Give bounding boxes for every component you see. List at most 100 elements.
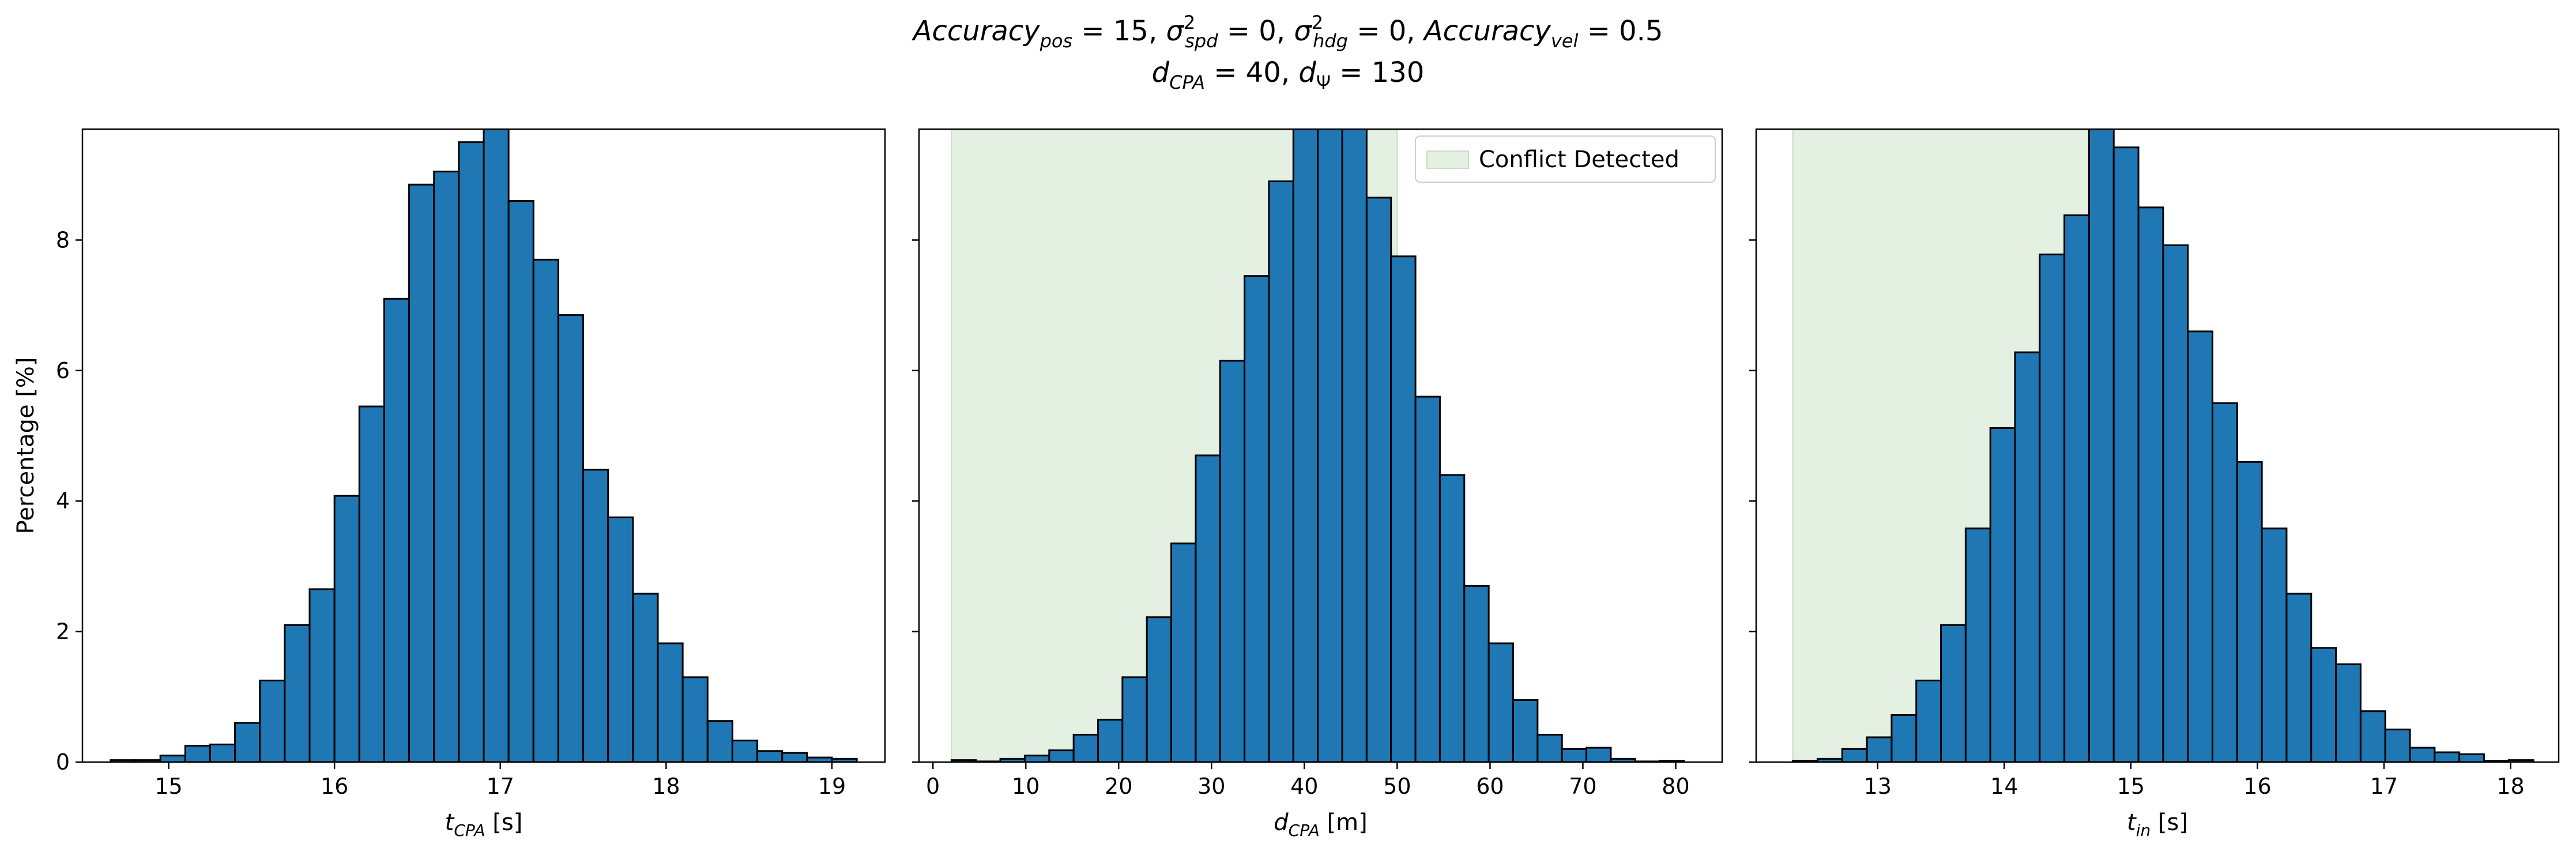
x-tick-label: 70 <box>1569 774 1596 799</box>
histogram-bar <box>2359 710 2386 762</box>
legend-label: Conflict Detected <box>1479 146 1679 173</box>
histogram-bar <box>1841 748 1868 762</box>
histogram-bar <box>507 200 534 762</box>
histogram-bar <box>2039 253 2066 762</box>
histogram-bar <box>184 745 211 762</box>
histogram-bar <box>2458 753 2485 762</box>
histogram-bar <box>1585 747 1612 762</box>
histogram-bar <box>2384 728 2411 762</box>
x-axis-label: tin [s] <box>2127 809 2188 840</box>
x-tick-label: 17 <box>2370 774 2398 799</box>
histogram-bar <box>1487 642 1514 762</box>
x-axis-label: dCPA [m] <box>1274 809 1367 840</box>
histogram-bar <box>2014 351 2041 762</box>
histogram-bar <box>657 642 684 762</box>
histogram-bar <box>681 676 709 762</box>
x-tick-label: 10 <box>1012 774 1040 799</box>
histogram-bar <box>234 722 261 762</box>
histogram-bar <box>209 743 236 762</box>
histogram-bar <box>1463 585 1490 762</box>
histogram-bar <box>632 593 659 762</box>
x-tick-label: 14 <box>1990 774 2018 799</box>
histogram-bar <box>1023 755 1050 762</box>
histogram-bar <box>1048 749 1075 762</box>
title-line-1: Accuracypos = 15, σ2 spd = 0, σ2 hdg = 0, … <box>912 12 1663 52</box>
histogram-panel-tin: 13 14 15 16 17 18 tin [s] <box>1749 128 2560 840</box>
histogram-bar <box>2285 593 2313 762</box>
histogram-bar <box>1170 542 1197 762</box>
histogram-bar <box>1414 395 1441 762</box>
histogram-bar <box>2112 146 2140 762</box>
histogram-bar <box>706 720 733 762</box>
histogram-panel-tcpa: 15 16 17 18 19 0 2 4 6 8 tCPA [s] Percentage [%] <box>13 128 886 840</box>
histogram-bar <box>582 469 609 762</box>
x-tick-label: 15 <box>155 774 182 799</box>
histogram-bar <box>159 755 186 762</box>
histogram-bar <box>607 517 634 762</box>
histogram-bar <box>1072 733 1099 762</box>
histogram-bar <box>333 495 360 762</box>
x-axis-label: tCPA [s] <box>445 809 523 840</box>
x-tick-label: 40 <box>1290 774 1318 799</box>
x-tick-label: 18 <box>652 774 680 799</box>
histogram-bar <box>1219 360 1246 762</box>
y-tick-label: 8 <box>56 227 70 252</box>
histogram-bar <box>2063 214 2090 762</box>
histogram-bar <box>1915 680 1942 762</box>
axes-frame <box>1755 128 2560 763</box>
histogram-bar <box>781 752 808 762</box>
histogram-bar <box>2434 751 2461 762</box>
histogram-bar <box>308 588 336 762</box>
histogram-bar <box>2310 647 2337 762</box>
histogram-bar <box>532 258 559 762</box>
x-tick-label: 0 <box>926 774 940 799</box>
histogram-bar <box>1195 454 1221 762</box>
histogram-panel-dcpa: 0 10 20 30 40 50 60 70 80 dCPA [m] Conflict Detect… <box>912 128 1723 840</box>
histogram-bar <box>284 624 311 762</box>
histogram-bar <box>383 297 410 762</box>
x-tick-label: 16 <box>321 774 348 799</box>
x-tick-label: 60 <box>1476 774 1504 799</box>
histogram-bar <box>1940 624 1967 762</box>
histogram-bar <box>433 171 460 762</box>
histogram-bar <box>1365 197 1392 762</box>
x-tick-label: 13 <box>1864 774 1892 799</box>
x-tick-label: 19 <box>818 774 846 799</box>
histogram-bar <box>2261 527 2288 762</box>
y-axis-label: Percentage [%] <box>13 357 39 534</box>
histogram-bar <box>2409 747 2436 762</box>
y-tick-label: 6 <box>56 358 70 383</box>
histogram-bar <box>1097 718 1124 762</box>
histogram-bar <box>2187 330 2214 762</box>
histogram-bar <box>408 183 435 762</box>
histogram-bar <box>1268 180 1294 762</box>
histogram-bar <box>1121 676 1148 762</box>
histogram-bar <box>2212 402 2238 762</box>
y-tick-label: 0 <box>56 749 70 775</box>
histogram-bar <box>1536 733 1563 762</box>
histogram-bar <box>358 405 385 762</box>
plot-area <box>1792 129 2534 762</box>
histogram-bar <box>2162 244 2189 762</box>
histogram-bar <box>1561 748 1588 762</box>
title-line-2: dCPA = 40, dΨ = 130 <box>1152 56 1425 93</box>
y-tick-label: 4 <box>56 488 70 514</box>
histogram-bar <box>731 740 759 762</box>
histogram-bar <box>2507 759 2534 762</box>
x-tick-label: 80 <box>1662 774 1689 799</box>
legend-swatch <box>1426 150 1469 169</box>
x-tick-label: 50 <box>1383 774 1411 799</box>
histogram-bar <box>2088 129 2115 762</box>
histogram-bar <box>1390 255 1417 762</box>
histogram-bar <box>1989 427 2016 762</box>
histogram-bar <box>1512 699 1539 762</box>
plot-area <box>110 129 858 762</box>
histogram-bar <box>1890 714 1918 762</box>
histogram-bar <box>1244 275 1270 762</box>
histogram-bar <box>1438 474 1466 762</box>
histogram-bar <box>2137 206 2164 762</box>
histogram-bar <box>2335 663 2362 762</box>
histogram-bar <box>1610 757 1636 762</box>
x-tick-label: 17 <box>487 774 514 799</box>
histogram-bar <box>1341 129 1368 762</box>
